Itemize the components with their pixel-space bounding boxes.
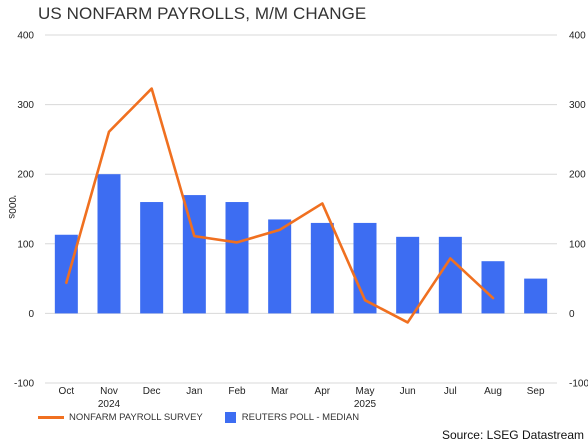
bar-nov [97,174,121,314]
x-tick-label-mar: Mar [271,386,289,397]
x-tick-label-jul: Jul [444,386,457,397]
y-tick-label-right: 400 [569,31,586,42]
bar-jan [182,195,206,314]
legend-line-swatch [38,416,64,419]
x-tick-label-jun: Jun [400,386,416,397]
x-tick-label-feb: Feb [228,386,246,397]
x-year-label: 2025 [354,399,377,410]
chart-title: US NONFARM PAYROLLS, M/M CHANGE [38,4,367,23]
y-tick-label-right: 300 [569,100,586,111]
bar-feb [225,202,249,314]
y-tick-label-right: 200 [569,170,586,181]
legend-label-bar: REUTERS POLL - MEDIAN [241,412,360,423]
bar-apr [310,222,334,314]
y-tick-label-right: -100 [569,379,588,390]
x-tick-label-oct: Oct [59,386,75,397]
y-tick-label-right: 100 [569,239,586,250]
legend-bar-swatch [224,412,236,423]
grid-layer [45,34,557,384]
y-tick-label-left: 100 [17,239,34,250]
axis-layer: -100 -100 0 0 100 100 200 200 300 300 400 400 '000s O… [6,31,588,411]
x-tick-label-jan: Jan [186,386,202,397]
y-tick-label-right: 0 [569,309,575,320]
y-tick-label-left: 400 [17,31,34,42]
x-tick-label-dec: Dec [143,386,161,397]
y-tick-label-left: 0 [28,309,34,320]
x-tick-label-sep: Sep [527,386,545,397]
bar-jul [438,236,462,314]
bar-jun [396,236,420,314]
line-layer [65,87,495,324]
y-tick-label-left: 300 [17,100,34,111]
x-tick-label-aug: Aug [484,386,502,397]
legend: NONFARM PAYROLL SURVEY REUTERS POLL - ME… [38,412,381,423]
bar-dec [140,202,164,314]
legend-item-line: NONFARM PAYROLL SURVEY [38,412,203,423]
y-axis-label: '000s [6,195,17,219]
bar-sep [524,278,548,314]
y-tick-label-left: 200 [17,170,34,181]
bar-aug [481,261,505,314]
x-tick-label-apr: Apr [315,386,331,397]
x-tick-label-may: May [356,386,375,397]
bar-may [353,222,377,314]
payroll-survey-line [65,87,495,324]
x-year-label: 2024 [98,399,121,410]
bar-mar [268,219,292,314]
bar-oct [54,234,78,314]
x-tick-label-nov: Nov [100,386,118,397]
legend-label-line: NONFARM PAYROLL SURVEY [69,412,203,423]
y-tick-label-left: -100 [14,379,34,390]
source-note: Source: LSEG Datastream [441,428,584,442]
bar-layer [54,174,548,314]
legend-item-bar: REUTERS POLL - MEDIAN [224,412,360,423]
